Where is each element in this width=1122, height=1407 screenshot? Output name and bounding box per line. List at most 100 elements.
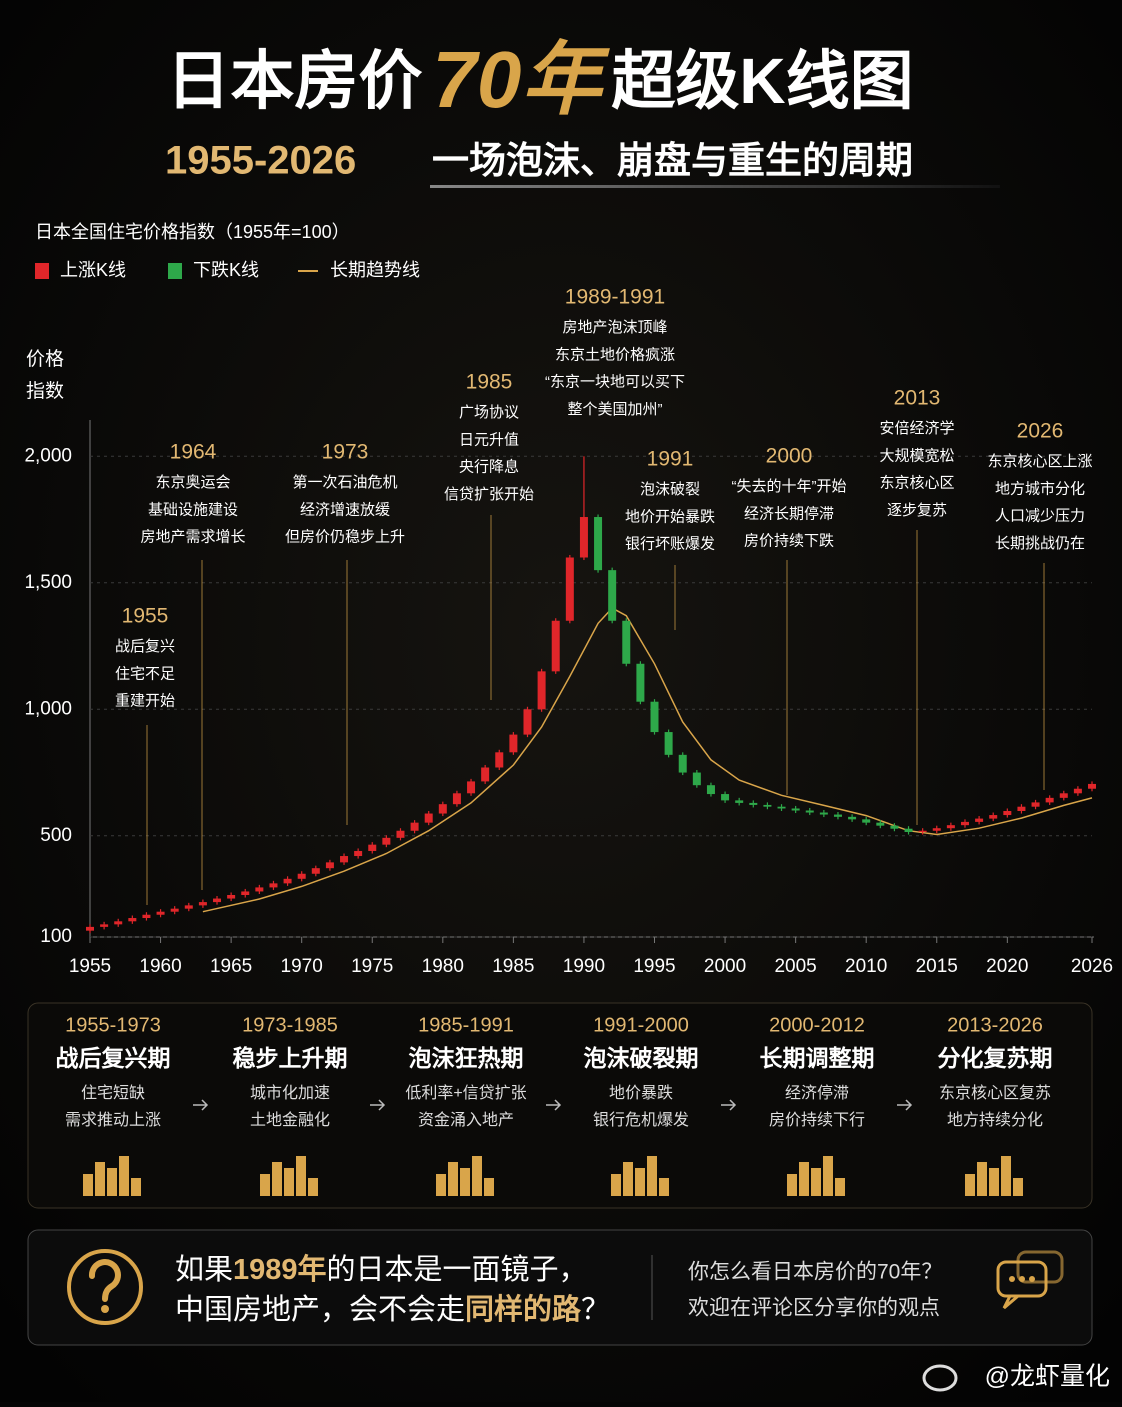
candle-body <box>114 921 123 925</box>
icon-bar <box>448 1162 458 1196</box>
x-tick-label: 2026 <box>1071 956 1113 977</box>
x-tick-label: 2015 <box>916 956 958 977</box>
annotation-text: 但房价仍稳步上升 <box>285 529 405 546</box>
question-text: 如果 <box>175 1253 233 1286</box>
annotation-text: 东京核心区上涨 <box>987 453 1092 470</box>
phase-text: 需求推动上涨 <box>65 1111 161 1129</box>
icon-bar <box>623 1162 633 1196</box>
candle-body <box>650 701 659 733</box>
candle-body <box>579 517 588 558</box>
phase-text: 房价持续下行 <box>769 1111 865 1129</box>
y-axis-title: 指数 <box>26 380 64 402</box>
phase-title: 战后复兴期 <box>56 1045 171 1071</box>
legend-label: 下跌K线 <box>193 260 259 280</box>
x-tick-label: 1985 <box>492 956 534 977</box>
candle-body <box>862 819 871 823</box>
question-text: ？ <box>581 1294 610 1326</box>
icon-bar <box>308 1178 318 1196</box>
icon-bar <box>989 1168 999 1196</box>
legend-swatch-up <box>35 263 49 279</box>
annotation-text: 整个美国加州” <box>568 401 663 418</box>
phase-text: 城市化加速 <box>250 1084 330 1102</box>
question-mark <box>88 1259 121 1302</box>
candle-body <box>481 767 490 782</box>
annotation-text: 经济增速放缓 <box>300 501 390 518</box>
x-tick-label: 2010 <box>845 956 887 977</box>
candle-body <box>410 822 419 831</box>
annotation-title: 1964 <box>170 441 217 464</box>
annotation-text: 人口减少压力 <box>995 508 1085 525</box>
annotation-text: 央行降息 <box>459 459 519 476</box>
x-tick-label: 2005 <box>774 956 816 977</box>
phase-icon <box>83 1156 141 1196</box>
icon-bar <box>284 1168 294 1196</box>
y-tick-label: 1,000 <box>24 698 72 719</box>
candle-body <box>805 810 814 813</box>
annotation-text: 第一次石油危机 <box>292 473 397 491</box>
phase-icon <box>965 1156 1023 1196</box>
candle-body <box>198 902 207 906</box>
y-tick-label: 100 <box>40 926 72 947</box>
candle-body <box>565 557 574 621</box>
annotation-text: 房地产需求增长 <box>140 529 245 546</box>
candle-body <box>537 671 546 710</box>
candle-body <box>86 926 94 931</box>
annotation-text: 住宅不足 <box>115 665 175 682</box>
question-line: 如果1989年的日本是一面镜子， <box>175 1252 588 1286</box>
icon-bar <box>965 1174 975 1196</box>
candle-body <box>960 821 969 826</box>
icon-bar <box>811 1168 821 1196</box>
candle-body <box>678 754 687 773</box>
legend-label: 上涨K线 <box>60 260 126 280</box>
y-tick-label: 500 <box>40 825 72 846</box>
candle-body <box>622 620 631 664</box>
icon-bar <box>460 1168 470 1196</box>
icon-bar <box>635 1168 645 1196</box>
annotation-text: 泡沫破裂 <box>640 481 700 498</box>
candle-body <box>763 804 772 807</box>
candle-body <box>340 856 349 863</box>
annotation-text: 房地产泡沫顶峰 <box>562 319 667 336</box>
candle-body <box>975 818 984 822</box>
phase-range: 1991-2000 <box>593 1014 689 1036</box>
phase-title: 长期调整期 <box>760 1045 875 1071</box>
prompt-line: 欢迎在评论区分享你的观点 <box>688 1297 940 1320</box>
icon-bar <box>1013 1178 1023 1196</box>
x-tick-label: 1975 <box>351 956 393 977</box>
candle-body <box>1059 793 1068 798</box>
candle-body <box>156 911 165 915</box>
candle-body <box>735 800 744 803</box>
candle-body <box>509 734 518 753</box>
trend-line <box>202 607 1093 913</box>
phase-range: 1955-1973 <box>65 1014 161 1036</box>
icon-bar <box>787 1174 797 1196</box>
phase-icon <box>436 1156 494 1196</box>
candle-body <box>749 802 758 805</box>
icon-bar <box>977 1162 987 1196</box>
question-dot <box>101 1305 109 1313</box>
candle-body <box>396 830 405 838</box>
candle-body <box>255 887 264 892</box>
icon-bar <box>260 1174 270 1196</box>
candle-body <box>608 570 617 621</box>
phase-arrow <box>721 1099 737 1111</box>
phase-icon <box>787 1156 845 1196</box>
question-highlight: 1989年 <box>233 1252 327 1286</box>
x-tick-label: 1980 <box>422 956 464 977</box>
icon-bar <box>272 1162 282 1196</box>
candle-body <box>467 781 476 794</box>
question-highlight: 同样的路 <box>465 1292 582 1326</box>
icon-bar <box>119 1156 129 1196</box>
candle-body <box>904 828 913 833</box>
annotation-text: 东京核心区 <box>879 475 954 492</box>
phase-range: 1973-1985 <box>242 1014 338 1036</box>
phase-title: 泡沫破裂期 <box>584 1045 699 1071</box>
annotation-text: 大规模宽松 <box>879 447 954 464</box>
annotation-text: 信贷扩张开始 <box>444 486 534 503</box>
candle-body <box>170 908 179 912</box>
watermark: @龙虾量化 <box>985 1363 1110 1391</box>
candle-body <box>241 891 250 896</box>
annotation-text: 长期挑战仍在 <box>995 535 1085 552</box>
candle-body <box>989 815 998 819</box>
icon-bar <box>823 1156 833 1196</box>
